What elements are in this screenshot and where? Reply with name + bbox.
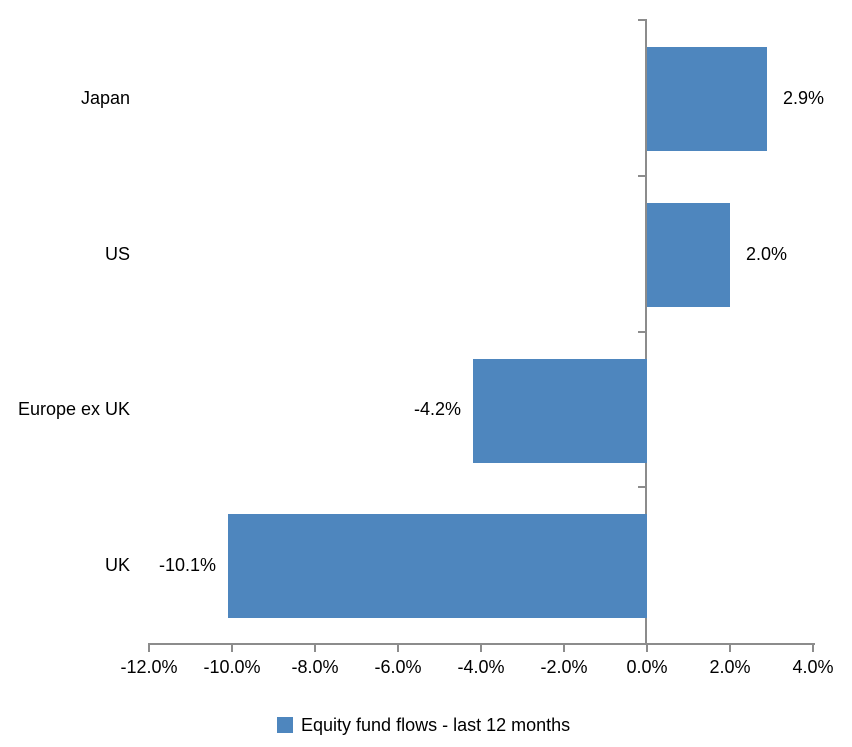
bar-uk: [228, 514, 647, 618]
x-axis-tick-label: -6.0%: [374, 657, 422, 677]
x-axis-tick: [397, 643, 399, 652]
x-axis-tick-label: -8.0%: [291, 657, 339, 677]
category-label-europe-ex-uk: Europe ex UK: [17, 399, 130, 419]
category-label-us: US: [104, 244, 130, 264]
x-axis-tick: [314, 643, 316, 652]
x-axis-tick-label: 4.0%: [792, 657, 834, 677]
x-axis-tick: [563, 643, 565, 652]
value-label-europe-ex-uk: -4.2%: [413, 399, 461, 419]
x-axis-tick: [729, 643, 731, 652]
value-label-uk: -10.1%: [158, 555, 216, 575]
x-axis-tick: [646, 643, 648, 652]
bar-europe-ex-uk: [473, 359, 647, 463]
bar-japan: [647, 47, 767, 151]
legend-swatch-icon: [277, 717, 293, 733]
x-axis-tick-label: 2.0%: [709, 657, 751, 677]
x-axis-tick-label: -12.0%: [120, 657, 178, 677]
x-axis-tick-label: 0.0%: [626, 657, 668, 677]
y-axis-tick: [638, 19, 647, 21]
y-axis-tick: [638, 331, 647, 333]
value-label-us: 2.0%: [746, 244, 788, 264]
y-axis-tick: [638, 175, 647, 177]
chart-legend: Equity fund flows - last 12 months: [277, 713, 570, 737]
x-axis-tick-label: -2.0%: [540, 657, 588, 677]
legend-label: Equity fund flows - last 12 months: [301, 715, 571, 735]
x-axis-tick: [480, 643, 482, 652]
x-axis-tick-label: -4.0%: [457, 657, 505, 677]
x-axis-tick: [231, 643, 233, 652]
x-axis-tick: [148, 643, 150, 652]
x-axis-tick: [812, 643, 814, 652]
category-label-japan: Japan: [80, 88, 130, 108]
x-axis-tick-label: -10.0%: [203, 657, 261, 677]
y-axis-tick: [638, 486, 647, 488]
category-label-uk: UK: [104, 555, 130, 575]
bar-us: [647, 203, 730, 307]
value-label-japan: 2.9%: [783, 88, 825, 108]
